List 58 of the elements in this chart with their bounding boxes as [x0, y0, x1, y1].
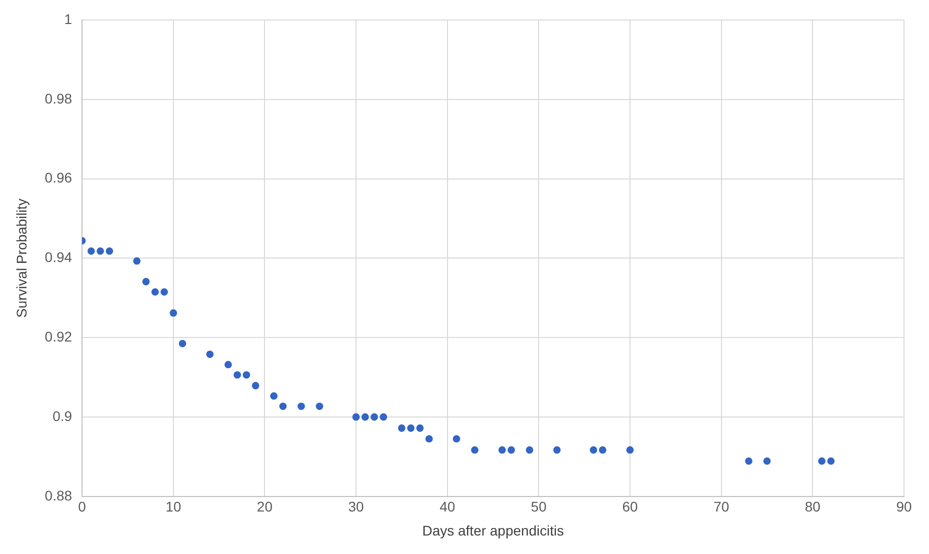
point [316, 402, 324, 410]
point [142, 278, 150, 286]
x-tick-label: 0 [78, 498, 86, 515]
point [106, 247, 114, 255]
point [234, 371, 242, 379]
point [206, 350, 214, 358]
point [242, 371, 250, 379]
point [471, 446, 478, 454]
point [160, 288, 168, 296]
point [827, 457, 835, 465]
point [87, 247, 95, 255]
y-tick-label: 0.94 [44, 249, 72, 266]
x-tick-label: 10 [166, 498, 182, 515]
point [416, 424, 424, 432]
point [170, 309, 178, 317]
x-tick-label: 70 [714, 498, 730, 515]
x-tick-label: 30 [348, 498, 364, 515]
x-tick-label: 80 [804, 498, 821, 515]
x-tick-label: 40 [440, 498, 456, 515]
x-tick-label: 50 [530, 498, 547, 515]
point [133, 257, 141, 265]
y-axis-title: Survival Probability [13, 198, 30, 318]
point [763, 457, 771, 465]
point [224, 360, 232, 368]
point [398, 424, 406, 432]
point [298, 402, 305, 410]
point [178, 340, 186, 348]
point [370, 413, 378, 421]
point [553, 446, 561, 454]
point [352, 413, 360, 421]
point [279, 402, 287, 410]
x-tick-label: 60 [622, 498, 638, 515]
y-tick-label: 1 [64, 10, 72, 27]
point [96, 247, 104, 255]
x-tick-label: 20 [256, 498, 273, 515]
point [270, 392, 278, 400]
x-tick-label: 90 [896, 498, 912, 515]
point [252, 382, 260, 390]
point [508, 446, 515, 454]
point [498, 446, 506, 454]
y-tick-label: 0.88 [44, 487, 72, 504]
point [745, 457, 752, 465]
y-tick-label: 0.9 [52, 408, 72, 424]
y-tick-label: 0.98 [44, 90, 72, 106]
point [598, 446, 606, 454]
y-tick-label: 0.92 [44, 328, 72, 344]
point [425, 435, 433, 443]
point [818, 457, 826, 465]
point [380, 413, 388, 421]
point [526, 446, 534, 454]
y-tick-label: 0.96 [44, 170, 72, 186]
point [452, 435, 460, 443]
point [407, 424, 415, 432]
point [361, 413, 369, 421]
point [151, 288, 159, 296]
point [590, 446, 598, 454]
point [626, 446, 634, 454]
x-axis-title: Days after appendicitis [422, 522, 564, 538]
